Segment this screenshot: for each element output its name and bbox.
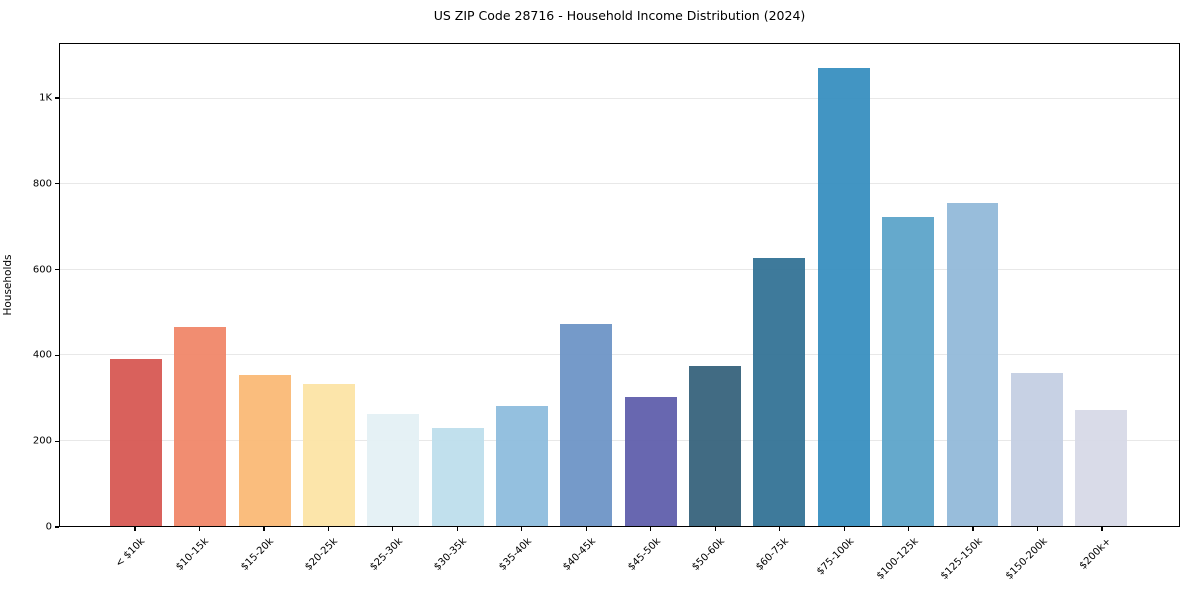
bar	[689, 365, 741, 526]
x-tick-mark	[972, 527, 974, 531]
bar	[431, 427, 484, 526]
gridline	[60, 439, 1179, 441]
bar	[882, 217, 935, 526]
y-tick-mark	[55, 526, 59, 528]
bar	[817, 67, 870, 526]
bar	[302, 383, 355, 526]
bar	[367, 414, 420, 526]
plot-area	[59, 43, 1180, 527]
x-tick-mark	[521, 527, 523, 531]
bar	[174, 326, 227, 526]
bar	[946, 202, 999, 526]
x-tick-mark	[1036, 527, 1039, 531]
x-tick-mark	[392, 527, 394, 531]
x-tick-mark	[456, 527, 458, 531]
y-tick-label: 200	[32, 435, 52, 447]
chart-title: US ZIP Code 28716 - Household Income Dis…	[433, 8, 806, 23]
y-tick-label: 1K	[39, 92, 52, 104]
y-tick-mark	[55, 440, 59, 442]
y-tick-mark	[55, 268, 59, 271]
bar	[238, 374, 291, 526]
x-tick-mark	[714, 527, 716, 531]
bar	[496, 405, 548, 526]
x-tick-mark	[779, 527, 781, 531]
bar	[1075, 409, 1128, 526]
x-tick-mark	[650, 527, 652, 531]
bar	[109, 359, 162, 526]
y-tick-mark	[55, 183, 59, 185]
gridline	[60, 183, 1179, 185]
gridline	[60, 97, 1179, 99]
x-tick-mark	[134, 527, 136, 531]
y-tick-label: 800	[32, 178, 52, 190]
y-tick-mark	[55, 97, 59, 99]
y-tick-mark	[55, 354, 59, 356]
bar	[1010, 373, 1063, 526]
x-tick-mark	[327, 527, 329, 531]
gridline	[60, 268, 1179, 270]
x-tick-mark	[843, 527, 845, 531]
y-tick-label: 400	[32, 349, 52, 361]
x-tick-mark	[1101, 527, 1103, 531]
y-tick-label: 0	[45, 521, 52, 533]
bar	[560, 323, 613, 526]
bar	[624, 397, 677, 526]
x-tick-mark	[585, 527, 587, 531]
x-tick-mark	[263, 527, 265, 531]
bar	[753, 258, 806, 526]
x-tick-mark	[198, 527, 201, 531]
x-tick-mark	[908, 527, 910, 531]
y-tick-label: 600	[32, 264, 52, 276]
gridline	[60, 354, 1179, 356]
